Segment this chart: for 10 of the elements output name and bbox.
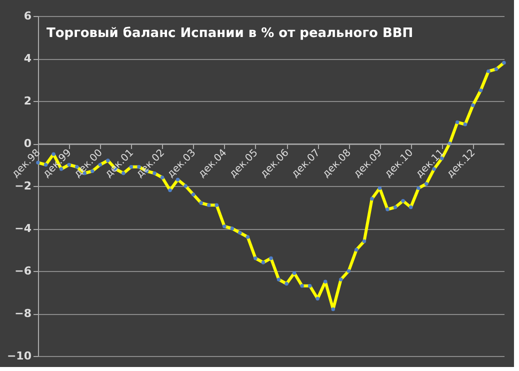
y-tick-label: −8 xyxy=(14,307,32,320)
y-tick-label: 6 xyxy=(24,10,32,22)
y-tick-label: 0 xyxy=(24,137,32,150)
y-tick-label: −2 xyxy=(14,180,32,192)
y-tick-label: −6 xyxy=(14,264,32,278)
y-tick-label: −10 xyxy=(6,350,32,362)
y-tick-label: −4 xyxy=(14,222,32,235)
y-tick-label: 2 xyxy=(24,94,32,108)
y-tick-label: 4 xyxy=(24,52,32,65)
text: Торговый баланс Испании в % от реального ВВП xyxy=(46,26,414,41)
